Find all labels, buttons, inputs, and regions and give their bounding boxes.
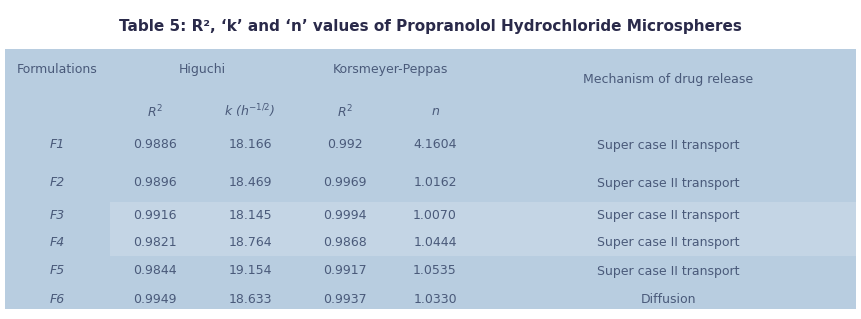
Text: $R^2$: $R^2$ bbox=[147, 103, 163, 120]
Text: 18.633: 18.633 bbox=[228, 293, 272, 306]
Text: 0.9896: 0.9896 bbox=[133, 176, 177, 189]
Text: Table 5: R², ‘k’ and ‘n’ values of Propranolol Hydrochloride Microspheres: Table 5: R², ‘k’ and ‘n’ values of Propr… bbox=[119, 19, 741, 34]
Text: 1.0444: 1.0444 bbox=[413, 236, 456, 249]
Text: Super case II transport: Super case II transport bbox=[597, 176, 740, 189]
Text: 1.0070: 1.0070 bbox=[413, 209, 457, 222]
Text: Super case II transport: Super case II transport bbox=[597, 138, 740, 152]
Text: 1.0535: 1.0535 bbox=[413, 264, 457, 278]
Text: 1.0162: 1.0162 bbox=[413, 176, 456, 189]
Text: 0.9868: 0.9868 bbox=[323, 236, 367, 249]
Text: 0.9917: 0.9917 bbox=[323, 264, 367, 278]
Text: k (h$^{-1/2}$): k (h$^{-1/2}$) bbox=[225, 103, 276, 120]
Text: 4.1604: 4.1604 bbox=[413, 138, 456, 152]
Bar bbox=[110, 229, 856, 256]
Text: n: n bbox=[431, 105, 439, 118]
Text: $R^2$: $R^2$ bbox=[337, 103, 353, 120]
Text: F6: F6 bbox=[50, 293, 65, 306]
Text: F5: F5 bbox=[50, 264, 65, 278]
Text: Super case II transport: Super case II transport bbox=[597, 264, 740, 278]
Text: 0.9886: 0.9886 bbox=[133, 138, 177, 152]
Text: 0.9821: 0.9821 bbox=[133, 236, 177, 249]
Text: 1.0330: 1.0330 bbox=[413, 293, 457, 306]
Bar bbox=[110, 202, 856, 229]
Text: 0.9937: 0.9937 bbox=[323, 293, 367, 306]
Text: 19.154: 19.154 bbox=[228, 264, 272, 278]
Text: Mechanism of drug release: Mechanism of drug release bbox=[583, 73, 753, 86]
Text: 0.9969: 0.9969 bbox=[323, 176, 367, 189]
Text: 18.166: 18.166 bbox=[228, 138, 272, 152]
Text: 18.764: 18.764 bbox=[228, 236, 272, 249]
Text: F1: F1 bbox=[50, 138, 65, 152]
Text: Diffusion: Diffusion bbox=[641, 293, 696, 306]
Text: 18.145: 18.145 bbox=[228, 209, 272, 222]
Text: F3: F3 bbox=[50, 209, 65, 222]
Text: 0.9949: 0.9949 bbox=[133, 293, 177, 306]
Text: Formulations: Formulations bbox=[17, 63, 98, 76]
Text: 0.9916: 0.9916 bbox=[133, 209, 177, 222]
Text: F4: F4 bbox=[50, 236, 65, 249]
Text: 18.469: 18.469 bbox=[228, 176, 272, 189]
Bar bbox=[5, 49, 856, 309]
Text: 0.9844: 0.9844 bbox=[133, 264, 177, 278]
Text: Higuchi: Higuchi bbox=[179, 63, 226, 76]
Text: Korsmeyer-Peppas: Korsmeyer-Peppas bbox=[332, 63, 448, 76]
Text: 0.9994: 0.9994 bbox=[323, 209, 367, 222]
Text: F2: F2 bbox=[50, 176, 65, 189]
Text: Super case II transport: Super case II transport bbox=[597, 236, 740, 249]
Text: 0.992: 0.992 bbox=[327, 138, 362, 152]
Text: Super case II transport: Super case II transport bbox=[597, 209, 740, 222]
